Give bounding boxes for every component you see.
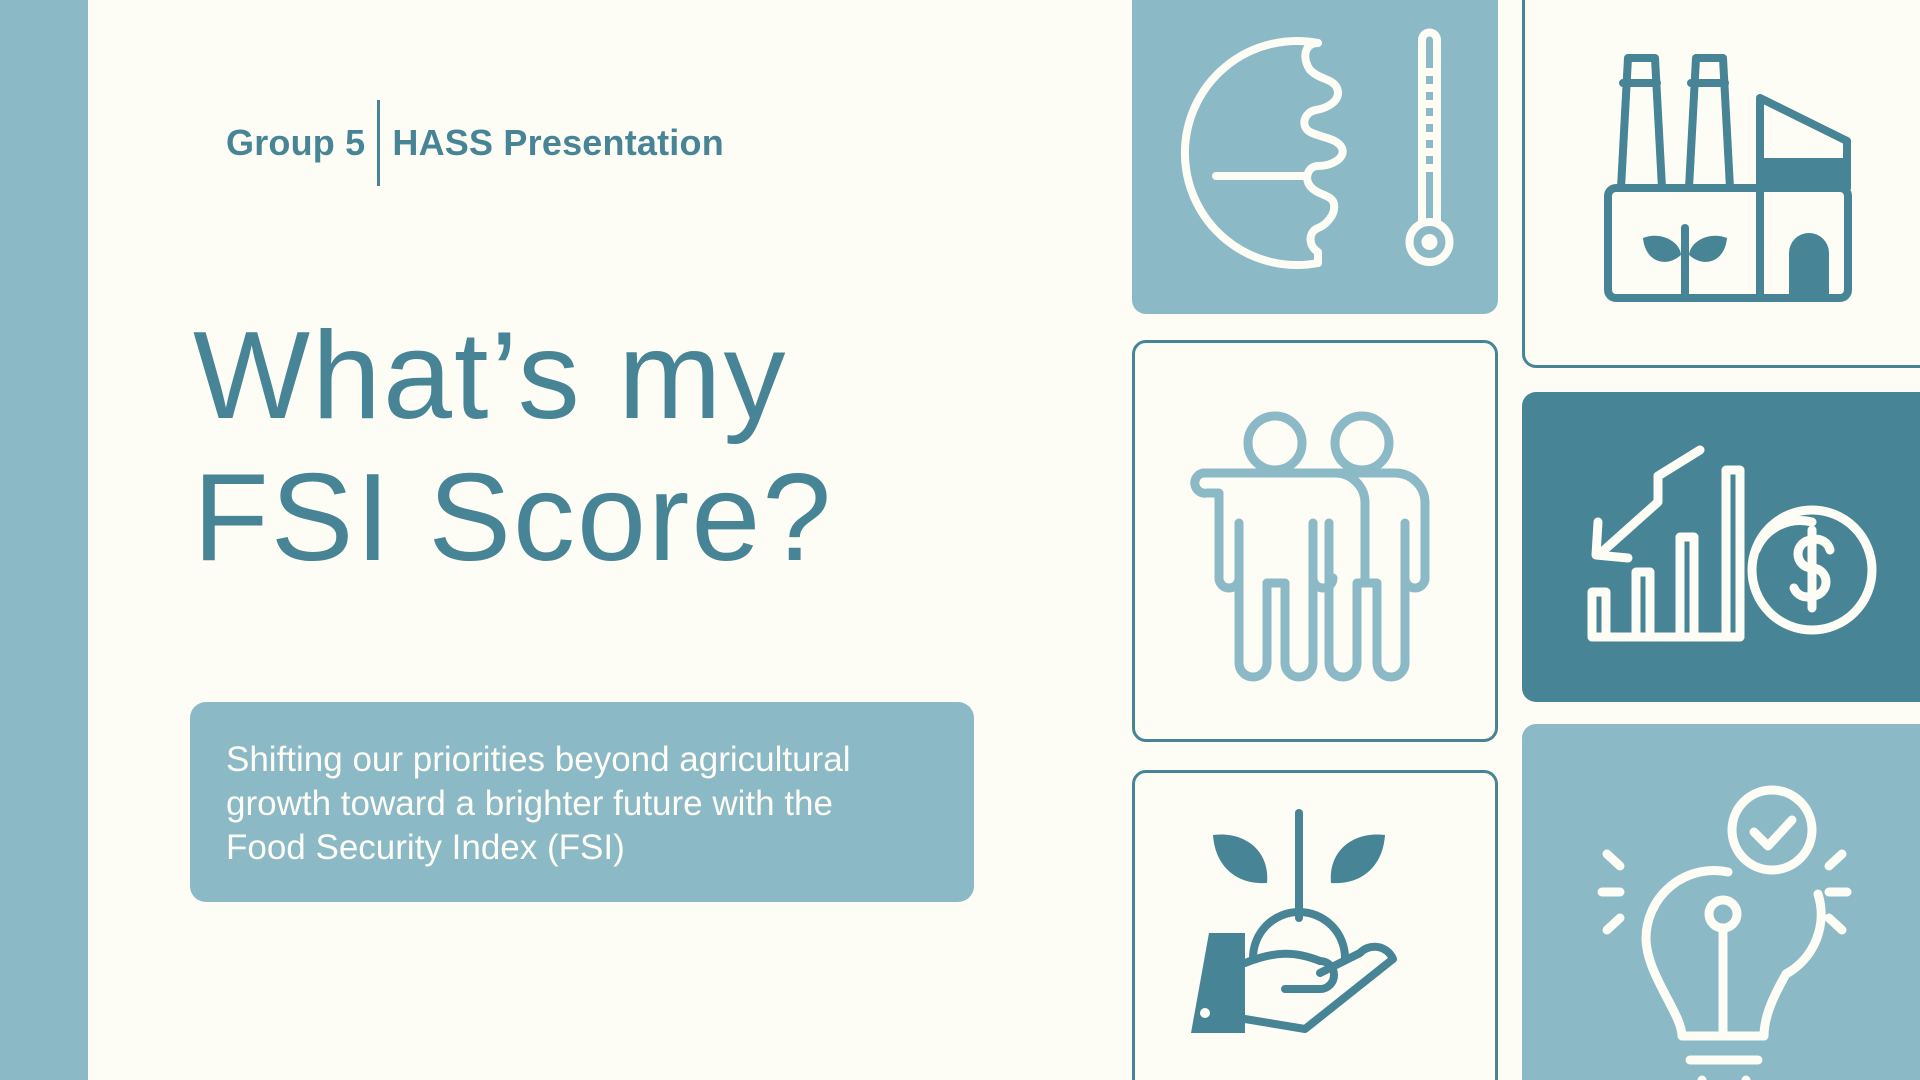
title-line-2: FSI Score? <box>193 449 834 587</box>
finance-tile <box>1522 392 1920 702</box>
subtitle-line-2: growth toward a brighter future with the <box>226 784 833 823</box>
group-label: Group 5 <box>226 122 366 163</box>
lightbulb-tile <box>1522 724 1920 1080</box>
hand-sprout-icon <box>1191 809 1397 1033</box>
subtitle-line-1: Shifting our priorities beyond agricultu… <box>226 740 851 779</box>
plant-tile <box>1132 770 1498 1080</box>
left-accent-strip <box>0 0 88 1080</box>
globe-tile <box>1132 0 1498 314</box>
header-divider <box>377 100 381 186</box>
title-line-1: What’s my <box>193 307 788 445</box>
subtitle-box: Shifting our priorities beyond agricultu… <box>190 702 974 902</box>
people-icon <box>1190 411 1430 682</box>
chart-dollar-icon <box>1587 445 1877 642</box>
factory-tile <box>1522 0 1920 368</box>
course-label: HASS Presentation <box>392 122 724 163</box>
people-tile <box>1132 340 1498 742</box>
subtitle-line-3: Food Security Index (FSI) <box>226 828 625 867</box>
globe-thermometer-icon <box>1181 28 1454 269</box>
slide-title: What’s my FSI Score? <box>193 305 893 589</box>
factory-plant-icon <box>1604 54 1852 302</box>
lightbulb-check-icon <box>1597 785 1852 1080</box>
header: Group 5 HASS Presentation <box>226 100 724 186</box>
